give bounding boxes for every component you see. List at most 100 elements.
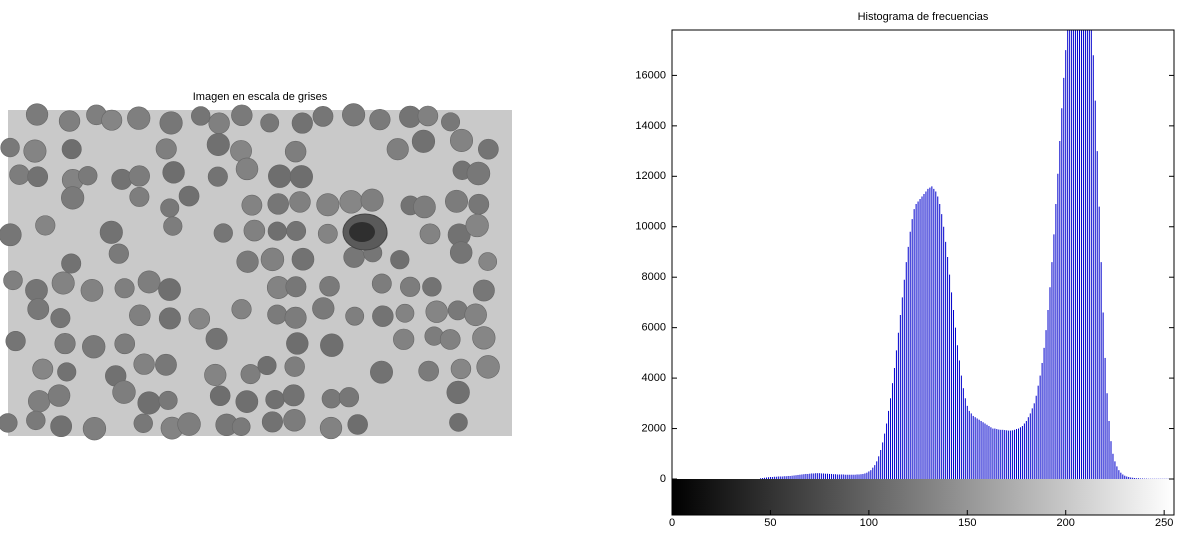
cell xyxy=(261,248,284,271)
cell xyxy=(285,141,306,162)
cell xyxy=(57,363,76,382)
cell xyxy=(28,167,48,187)
cell xyxy=(285,307,306,328)
cell xyxy=(61,254,80,273)
cell xyxy=(207,133,229,155)
y-tick-label: 0 xyxy=(660,473,666,485)
cell xyxy=(290,165,312,187)
cell xyxy=(4,271,23,290)
cell xyxy=(320,276,340,296)
cell xyxy=(204,364,226,386)
cell xyxy=(312,298,334,320)
cell xyxy=(422,277,441,296)
cell xyxy=(189,308,210,329)
cell xyxy=(1,138,20,157)
cell xyxy=(130,187,149,206)
y-tick-label: 12000 xyxy=(635,170,666,182)
cell xyxy=(473,327,496,350)
cell xyxy=(0,414,17,433)
cell xyxy=(445,190,467,212)
cell xyxy=(450,129,472,151)
cell xyxy=(191,107,210,126)
cell xyxy=(292,113,313,134)
cell xyxy=(419,361,439,381)
cell xyxy=(26,104,48,126)
cell xyxy=(441,113,459,131)
y-tick-label: 10000 xyxy=(635,221,666,233)
cell xyxy=(232,299,252,319)
cell xyxy=(82,335,105,358)
cell xyxy=(478,139,498,159)
cell xyxy=(164,217,183,236)
cell xyxy=(161,199,179,217)
cell xyxy=(340,190,363,213)
cell xyxy=(479,253,497,271)
cell xyxy=(393,329,414,350)
cell xyxy=(26,411,45,430)
y-tick-label: 4000 xyxy=(642,372,666,384)
cell xyxy=(138,271,160,293)
cell xyxy=(178,413,201,436)
cell xyxy=(313,106,333,126)
cell xyxy=(322,389,341,408)
cell xyxy=(0,224,21,246)
cell xyxy=(283,409,305,431)
cell xyxy=(81,279,103,301)
cell xyxy=(156,139,176,159)
cell xyxy=(318,224,337,243)
cell xyxy=(268,194,289,215)
x-tick-label: 100 xyxy=(860,517,878,529)
cell xyxy=(163,161,185,183)
cell xyxy=(236,158,258,180)
cell xyxy=(286,333,308,355)
cell xyxy=(138,392,161,415)
cell xyxy=(158,278,180,300)
cell xyxy=(287,221,306,240)
cell xyxy=(268,305,287,324)
cell xyxy=(348,415,368,435)
x-tick-label: 50 xyxy=(764,517,776,529)
cell xyxy=(268,222,287,241)
cell xyxy=(127,107,150,130)
x-tick-label: 0 xyxy=(669,517,675,529)
nucleus xyxy=(349,222,375,242)
cell xyxy=(244,220,265,241)
cell xyxy=(51,416,72,437)
cell xyxy=(372,306,393,327)
cell xyxy=(210,386,230,406)
x-tick-label: 150 xyxy=(958,517,976,529)
cell xyxy=(109,244,129,264)
cell xyxy=(206,328,227,349)
cell xyxy=(129,166,150,187)
cell xyxy=(465,304,487,326)
cell xyxy=(209,113,230,134)
cell xyxy=(286,277,306,297)
cell xyxy=(262,412,282,432)
y-tick-label: 16000 xyxy=(635,69,666,81)
cell xyxy=(24,140,46,162)
cell xyxy=(450,242,472,264)
cell xyxy=(390,250,409,269)
cell xyxy=(59,111,80,132)
cell xyxy=(160,112,183,135)
x-tick-label: 200 xyxy=(1057,517,1075,529)
cell xyxy=(6,331,26,351)
cell xyxy=(83,417,106,440)
cell xyxy=(420,224,440,244)
cell xyxy=(28,299,49,320)
cell xyxy=(440,329,460,349)
cell xyxy=(447,381,470,404)
cell xyxy=(370,109,391,130)
cell xyxy=(412,130,435,153)
cell xyxy=(155,354,176,375)
cell xyxy=(159,308,180,329)
cell xyxy=(290,192,311,213)
cell xyxy=(237,251,259,273)
cell xyxy=(115,279,134,298)
cell xyxy=(61,187,84,210)
cell xyxy=(372,274,391,293)
cell xyxy=(317,194,339,216)
cell xyxy=(473,280,494,301)
cell xyxy=(396,304,414,322)
image-background xyxy=(8,110,512,436)
